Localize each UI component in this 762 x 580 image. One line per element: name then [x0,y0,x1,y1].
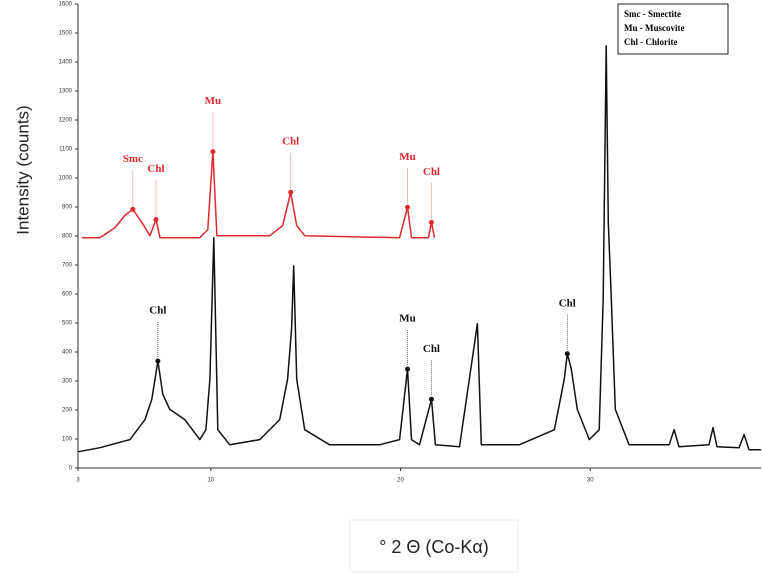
peak-marker [210,149,216,155]
abbreviation-box [617,3,729,55]
abbreviation: Smc - Smectite [624,9,681,19]
y-tick-label: 1300 [59,89,73,95]
peak-marker [428,396,434,402]
y-tick-label: 800 [62,234,73,240]
peak-label: Mu [399,151,416,163]
peak-marker [155,358,161,364]
y-tick-label: 600 [62,292,73,298]
y-tick-label: 1500 [59,31,73,37]
y-tick-label: 700 [62,263,73,269]
x-tick-label: 3 [76,478,80,484]
peak-marker [130,206,136,212]
peak-label: Chl [559,297,576,309]
y-tick-label: 100 [62,437,73,443]
x-title-box [349,519,519,573]
peak-label: Chl [423,343,440,355]
x-tick-label: 10 [207,478,214,484]
abbreviation: Chl - Chlorite [624,37,678,47]
y-tick-label: 1200 [59,118,73,124]
y-tick-label: 1400 [59,60,73,66]
y-tick-label: 900 [62,205,73,211]
x-tick-label: 20 [397,478,404,484]
peak-label: Chl [282,136,299,148]
peak-label: Chl [423,166,440,178]
y-tick-label: 300 [62,379,73,385]
peak-marker [288,189,294,195]
y-tick-label: 0 [69,466,73,472]
peak-label: Mu [399,313,416,325]
peak-marker [405,204,411,210]
y-tick-label: 500 [62,321,73,327]
y-tick-label: 1600 [59,2,73,8]
x-tick-label: 30 [587,478,594,484]
peak-marker [428,219,434,225]
peak-marker [405,366,411,372]
peak-label: Chl [149,305,166,317]
x-axis-title: ° 2 Θ (Co-Kα) [379,537,489,557]
y-tick-label: 400 [62,350,73,356]
y-axis-title: Intensity (counts) [13,105,32,234]
pattern-line [77,45,761,453]
y-tick-label: 200 [62,408,73,414]
y-tick-label: 1100 [59,147,73,153]
abbreviation: Mu - Muscovite [624,23,685,33]
peak-marker [153,216,159,222]
y-tick-label: 1000 [59,176,73,182]
peak-label: Mu [205,95,222,107]
peak-label: Chl [147,163,164,175]
peak-label: Smc [123,153,143,165]
peak-marker [564,351,570,357]
